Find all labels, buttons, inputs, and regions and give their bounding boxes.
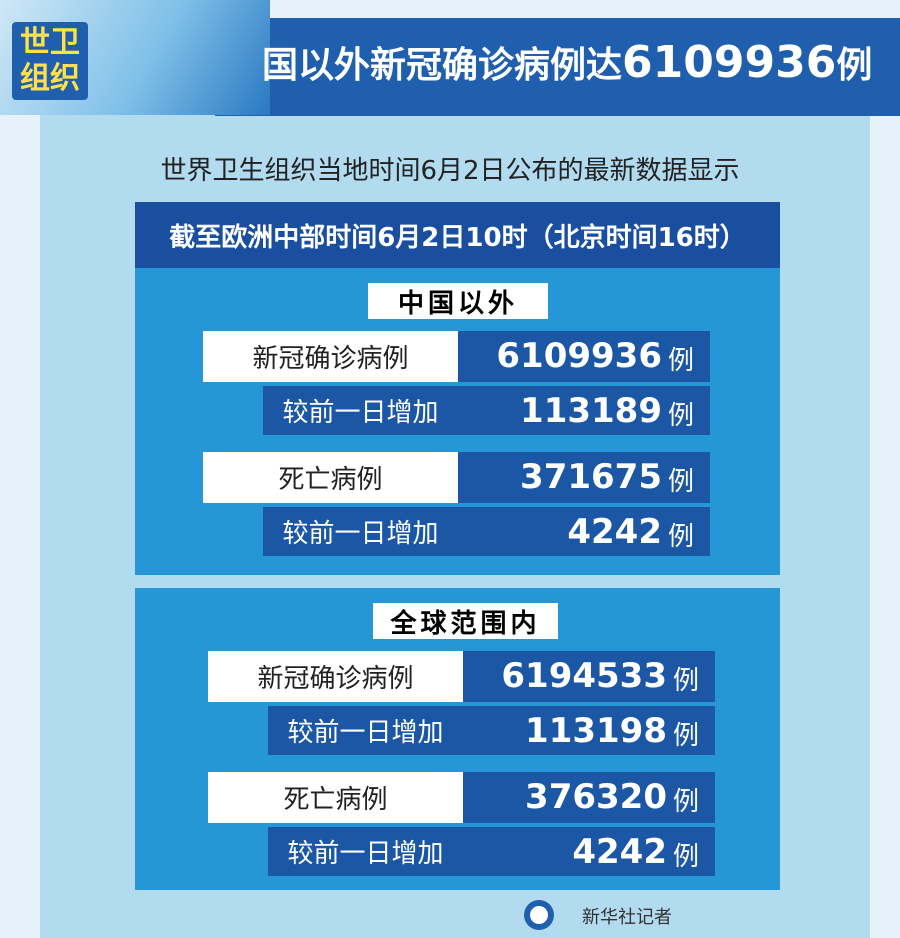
- change-unit: 例: [668, 401, 695, 431]
- value: 6194533: [501, 656, 667, 696]
- footer: 新华社记者: [582, 907, 672, 928]
- change-row: [268, 827, 715, 876]
- value: 371675: [520, 457, 662, 497]
- change-label: 较前一日增加: [282, 519, 439, 549]
- row-label: 死亡病例: [203, 452, 458, 503]
- change-row: [268, 706, 715, 755]
- title-number: 6109936: [622, 37, 837, 88]
- change-label: 较前一日增加: [282, 398, 439, 428]
- subtitle: 世界卫生组织当地时间6月2日公布的最新数据显示: [160, 156, 740, 186]
- change: 4242: [567, 512, 662, 552]
- row-label: 新冠确诊病例: [203, 331, 458, 382]
- unit: 例: [673, 787, 700, 817]
- title-text: 国以外新冠确诊病例达: [262, 45, 623, 86]
- logo: [524, 900, 554, 930]
- badge: 世卫组织: [12, 22, 88, 100]
- change-label: 较前一日增加: [287, 839, 444, 869]
- change: 113189: [520, 391, 662, 431]
- change-unit: 例: [668, 522, 695, 552]
- value: 6109936: [496, 336, 662, 376]
- box-header: 截至欧洲中部时间6月2日10时（北京时间16时）: [135, 202, 780, 268]
- change-unit: 例: [673, 842, 700, 872]
- change: 4242: [572, 832, 667, 872]
- change-row: [263, 386, 710, 435]
- section-title: 全球范围内: [373, 603, 558, 639]
- change-label: 较前一日增加: [287, 718, 444, 748]
- value-cell: [463, 651, 715, 702]
- section-title: 中国以外: [368, 283, 548, 319]
- change-row: [263, 507, 710, 556]
- value-cell: [463, 772, 715, 823]
- value: 376320: [525, 777, 667, 817]
- unit: 例: [668, 346, 695, 376]
- change-unit: 例: [673, 721, 700, 751]
- value-cell: [458, 331, 710, 382]
- unit: 例: [673, 666, 700, 696]
- header-band: [215, 18, 900, 116]
- row-label: 死亡病例: [208, 772, 463, 823]
- row-label: 新冠确诊病例: [208, 651, 463, 702]
- change: 113198: [525, 711, 667, 751]
- title-unit: 例: [836, 45, 873, 86]
- value-cell: [458, 452, 710, 503]
- unit: 例: [668, 467, 695, 497]
- title: 国以外新冠确诊病例达6109936例: [262, 36, 872, 88]
